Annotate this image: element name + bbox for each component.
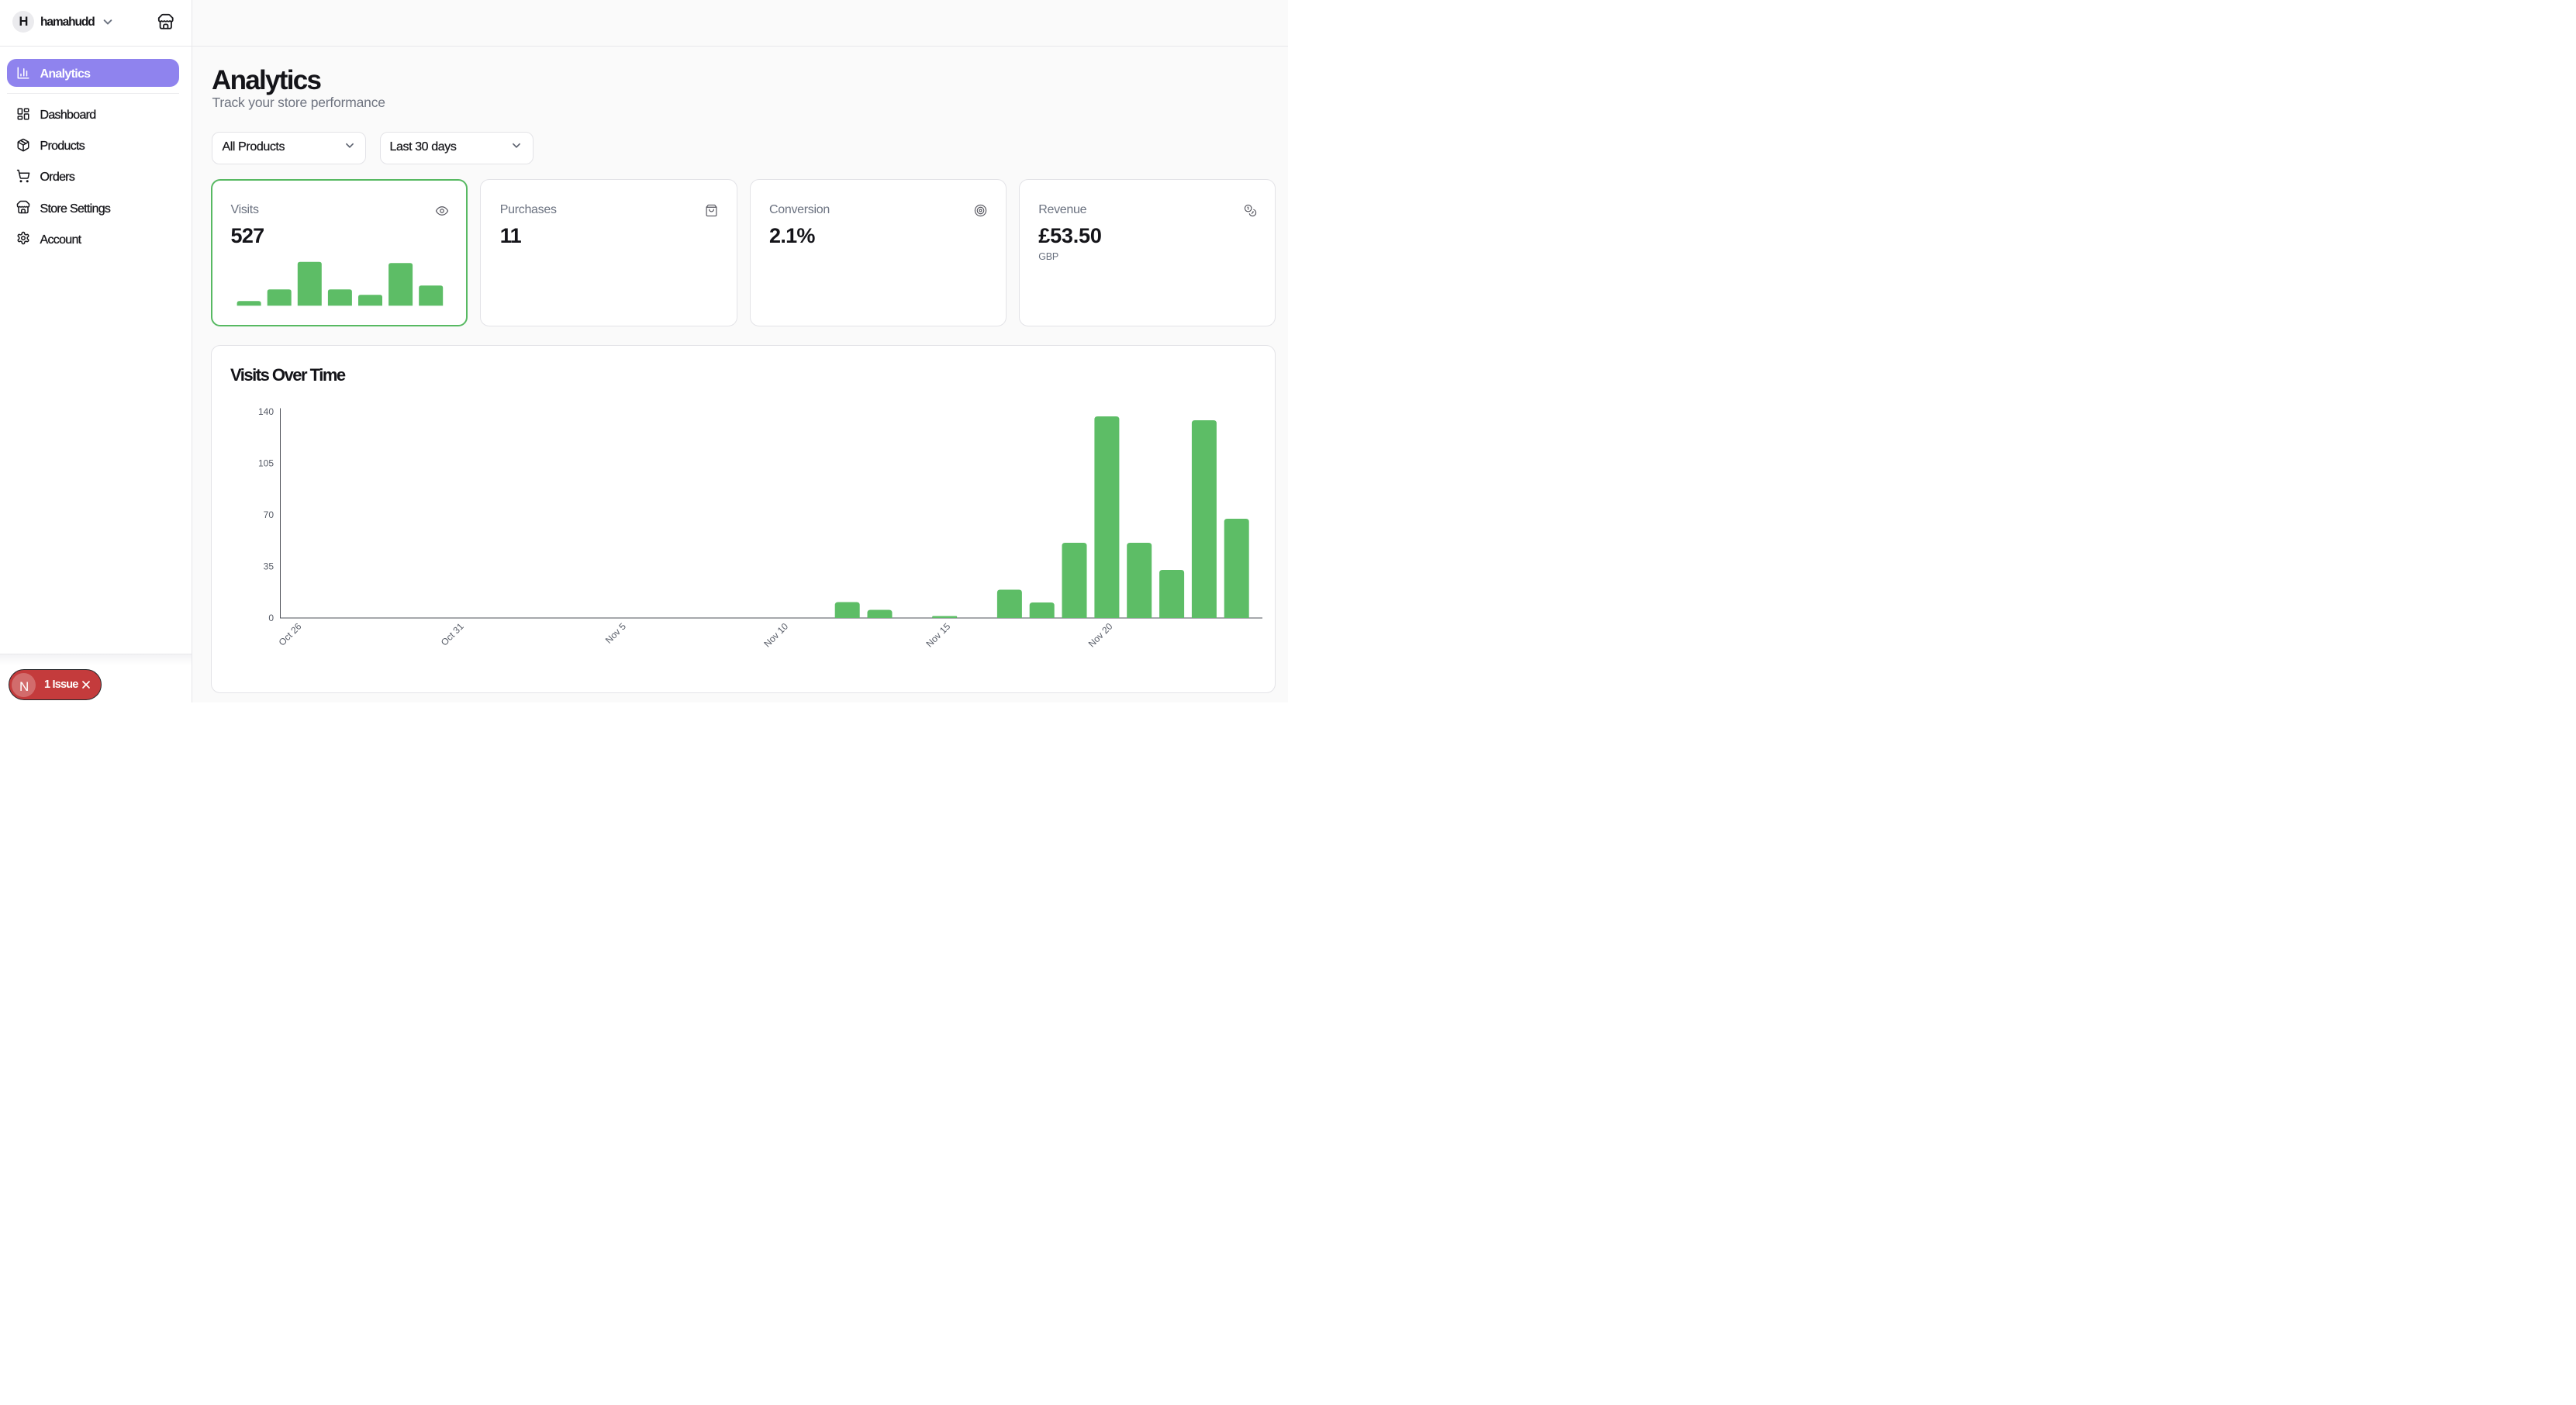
svg-text:Nov 5: Nov 5 [603, 620, 628, 645]
svg-text:Nov 20: Nov 20 [1086, 620, 1115, 649]
svg-text:0: 0 [268, 613, 274, 623]
svg-text:140: 140 [258, 406, 274, 417]
svg-text:Oct 31: Oct 31 [439, 620, 466, 647]
svg-text:35: 35 [264, 561, 275, 571]
svg-text:Nov 15: Nov 15 [924, 620, 953, 649]
svg-text:Nov 10: Nov 10 [761, 620, 790, 649]
svg-text:105: 105 [258, 457, 274, 468]
svg-text:Oct 26: Oct 26 [277, 620, 304, 647]
svg-text:70: 70 [264, 509, 275, 520]
